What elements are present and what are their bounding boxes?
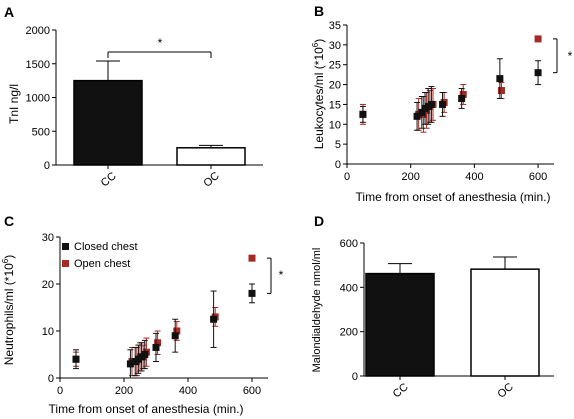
legend-closed-marker: [62, 243, 69, 250]
panel-a-y-tick-label: 2000: [26, 25, 50, 37]
panel-b-y-tick-label: 15: [329, 99, 341, 111]
panel-b-y-tick-label: 30: [329, 40, 341, 52]
panel-b-closed-point: [439, 100, 447, 108]
panel-c-y-tick-label: 10: [42, 326, 54, 338]
panel-a-significance-star: *: [158, 36, 163, 50]
panel-c-x-tick-label: 200: [115, 385, 133, 397]
panel-c-open-point: [173, 327, 181, 335]
panel-b-open-point: [497, 87, 505, 95]
panel-d-y-tick-label: 600: [340, 238, 358, 250]
panel-b-open-point: [459, 91, 467, 98]
panel-d-x-tick-label: CC: [391, 381, 411, 400]
panel-b-closed-point: [418, 108, 426, 116]
panel-label-a: A: [4, 4, 14, 20]
legend-open-marker: [62, 260, 69, 267]
panel-label-b: B: [314, 3, 324, 19]
panel-a-y-tick-label: 1000: [26, 93, 50, 105]
panel-b-x-tick-label: 400: [465, 171, 483, 183]
panel-b-closed-point: [359, 110, 367, 118]
panel-b-open-point: [534, 35, 542, 43]
panel-c-closed-point: [210, 315, 218, 323]
panel-a-x-tick-label: CC: [99, 170, 119, 189]
panel-b-closed-point: [427, 100, 435, 108]
panel-b-closed-point: [458, 94, 466, 102]
panel-c-closed-point: [152, 343, 160, 351]
panel-c-closed-point: [126, 360, 134, 368]
panel-c-y-tick-label: 0: [48, 373, 54, 385]
panel-c-y-axis-label: Neutrophils/ml (*106): [1, 255, 16, 366]
panel-a-bar-cc: [73, 79, 143, 166]
panel-d-x-tick-label: OC: [495, 381, 515, 401]
legend-closed-label: Closed chest: [74, 241, 138, 253]
panel-b-x-axis-label: Time from onset of anesthesia (min.): [356, 190, 551, 204]
panel-c-x-tick-label: 600: [243, 385, 261, 397]
panel-b-y-tick-label: 25: [329, 60, 341, 72]
panel-d-bar-cc: [365, 272, 435, 377]
panel-d-y-axis-label: Malondialdehyde nmol/ml: [311, 248, 323, 373]
panel-b-x-tick-label: 0: [344, 171, 350, 183]
panel-c-y-tick-label: 30: [42, 232, 54, 244]
panel-b-significance-star: *: [568, 49, 573, 63]
panel-c-x-axis-label: Time from onset of anesthesia (min.): [49, 402, 244, 416]
panel-c-x-tick-label: 400: [179, 385, 197, 397]
panel-c-closed-point: [248, 289, 256, 297]
panel-b-y-tick-label: 10: [329, 119, 341, 131]
panel-c-y-tick-label: 20: [42, 279, 54, 291]
panel-b-x-tick-label: 200: [402, 171, 420, 183]
panel-b-y-tick-label: 0: [335, 159, 341, 171]
panel-c-closed-point: [72, 355, 80, 363]
panel-b-y-tick-label: 35: [329, 20, 341, 32]
panel-a-x-tick-label: OC: [201, 170, 221, 190]
panel-d-y-tick-label: 200: [340, 327, 358, 339]
panel-d-y-tick-label: 0: [352, 371, 358, 383]
panel-b-y-axis-label: Leukocytes/ml (*106): [311, 39, 326, 150]
panel-d-y-tick-label: 400: [340, 282, 358, 294]
panel-c-open-point: [248, 254, 256, 262]
panel-label-d: D: [314, 213, 324, 229]
panel-c-open-point: [154, 339, 162, 347]
panel-c-legend: Closed chest Open chest: [62, 241, 138, 270]
panel-b-y-tick-label: 20: [329, 80, 341, 92]
panel-b-y-tick-label: 5: [335, 139, 341, 151]
panel-c-x-tick-label: 0: [57, 385, 63, 397]
panel-b-closed-point: [413, 112, 421, 120]
panel-a-bar-oc: [176, 147, 246, 166]
legend-open-label: Open chest: [74, 258, 130, 270]
panel-b-x-tick-label: 600: [529, 171, 547, 183]
panel-a-y-tick-label: 1500: [26, 59, 50, 71]
panel-d-bar-oc: [470, 268, 540, 377]
panel-b-closed-point: [496, 75, 504, 83]
panel-a-y-tick-label: 500: [32, 126, 50, 138]
panel-b-closed-point: [534, 69, 542, 77]
panel-c-closed-point: [171, 332, 179, 340]
panel-c-closed-point: [141, 351, 149, 358]
panel-c-significance-star: *: [279, 268, 284, 282]
panel-a-y-tick-label: 0: [44, 160, 50, 172]
panel-label-c: C: [4, 213, 14, 229]
panel-a-y-axis-label: TnI ng/l: [7, 84, 21, 124]
